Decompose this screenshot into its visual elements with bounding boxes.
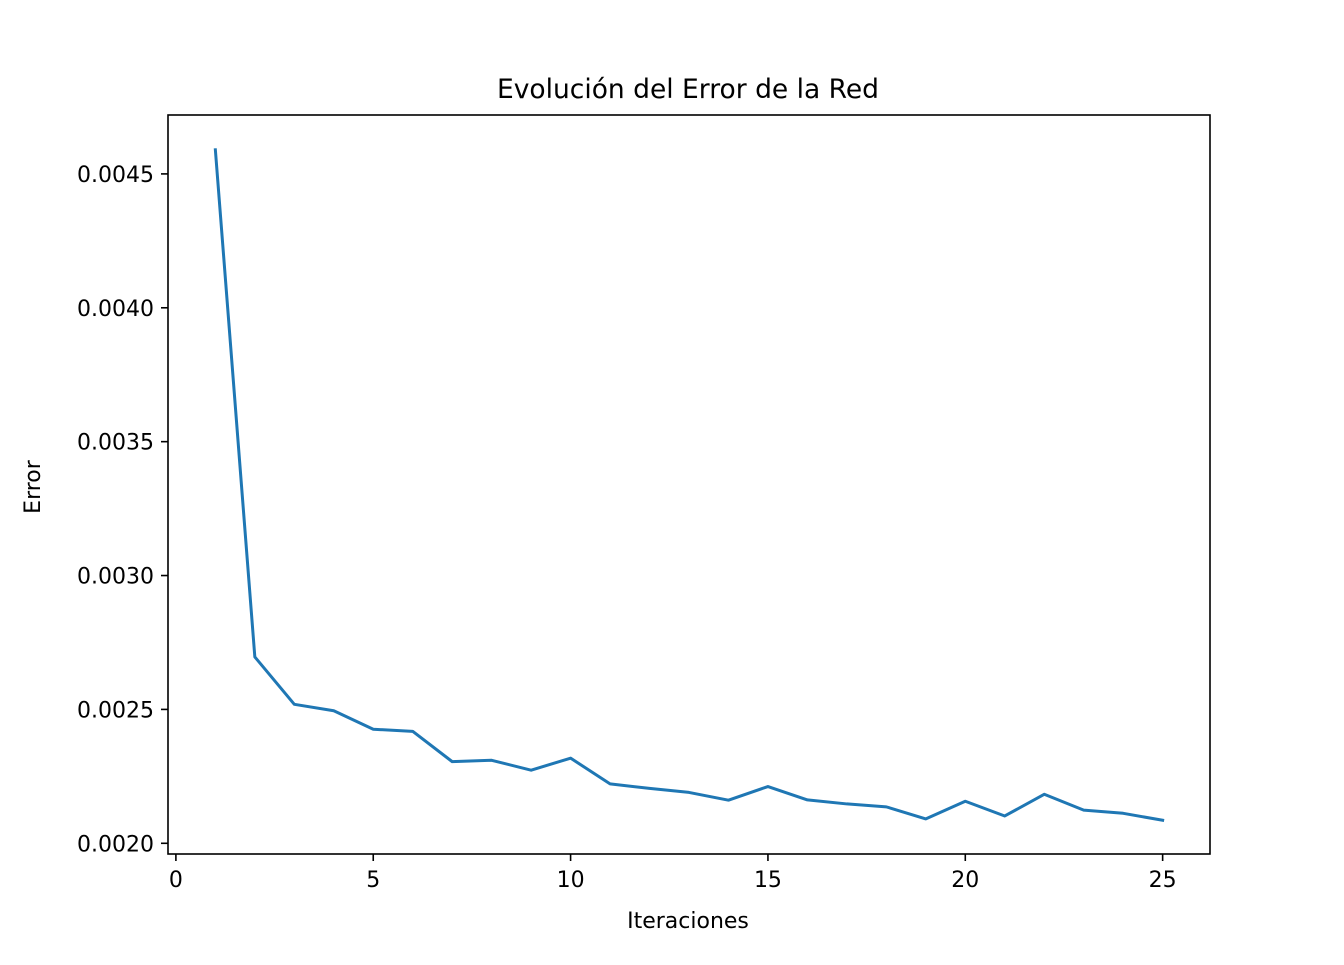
x-tick-label: 5 [366,868,380,893]
y-tick-label: 0.0025 [77,698,154,723]
tick-layer: 0 5 10 15 20 25 0.0020 0.0025 0.0030 0.0035 0.0040… [77,163,1177,893]
y-tick-label: 0.0030 [77,565,154,590]
y-axis-label: Error [21,459,46,514]
x-tick-label: 15 [754,868,782,893]
plot-layer [213,148,1165,823]
x-tick-label: 10 [557,868,585,893]
x-tick-label: 0 [169,868,183,893]
y-tick-label: 0.0020 [77,832,154,857]
series-line [213,148,1165,823]
x-tick-label: 20 [951,868,979,893]
x-axis-label: Iteraciones [627,909,749,934]
plot-frame [167,114,1211,855]
y-tick-label: 0.0035 [77,431,154,456]
x-tick-label: 25 [1149,868,1177,893]
y-tick-label: 0.0040 [77,297,154,322]
chart-title: Evolución del Error de la Red [497,74,879,105]
y-tick-label: 0.0045 [77,163,154,188]
